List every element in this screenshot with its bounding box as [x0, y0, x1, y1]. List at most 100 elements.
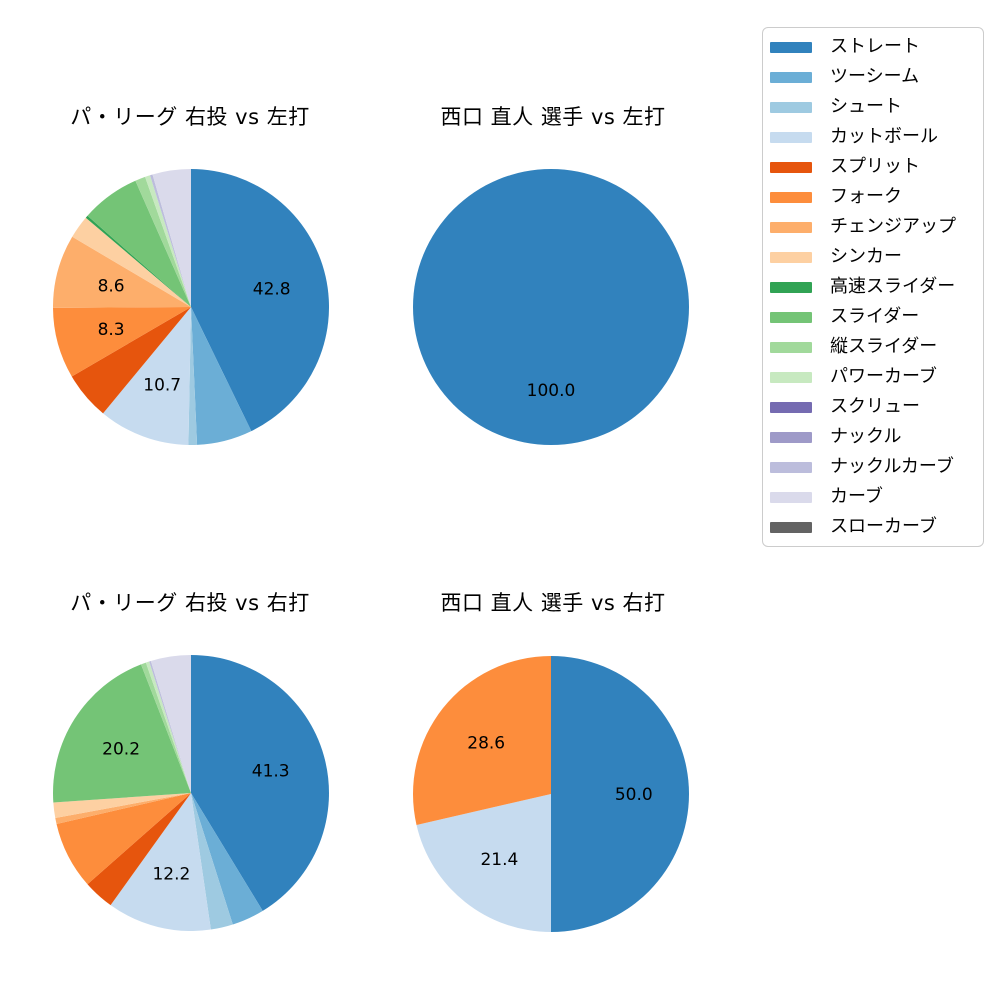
pie-slice-ナックルカーブ	[149, 660, 191, 793]
legend-label: チェンジアップ	[830, 216, 956, 237]
legend-swatch	[770, 251, 812, 263]
pie-percent-label: 8.3	[98, 320, 125, 340]
pie-slice-カーブ	[152, 169, 191, 307]
legend-item: カーブ	[770, 482, 977, 512]
legend-item: スローカーブ	[770, 512, 977, 542]
pie-percent-label: 41.3	[252, 762, 290, 782]
legend-item: シュート	[770, 92, 977, 122]
pie-slice-パワーカーブ	[145, 175, 191, 307]
pie-slice-パワーカーブ	[145, 661, 191, 793]
legend-swatch	[770, 461, 812, 473]
pie-slice-カットボール	[416, 794, 551, 932]
pie-percent-label: 12.2	[152, 864, 190, 884]
legend-label: ツーシーム	[830, 66, 920, 87]
pie-slice-ストレート	[191, 655, 329, 911]
legend-item: スプリット	[770, 152, 977, 182]
pie-percent-label: 28.6	[467, 733, 505, 753]
pie-slice-シュート	[188, 307, 198, 445]
pie-slice-スプリット	[87, 793, 191, 906]
pie-slice-カットボール	[103, 307, 191, 445]
pie-slice-ストレート	[551, 656, 689, 932]
pie-title-pa-league-right-vs-right-batter: パ・リーグ 右投 vs 右打	[70, 591, 310, 615]
legend-label: カーブ	[830, 486, 883, 507]
legend-swatch	[770, 281, 812, 293]
legend-label: 高速スライダー	[830, 276, 956, 297]
pie-percent-label: 8.6	[98, 276, 125, 296]
pie-slice-スライダー	[53, 664, 192, 803]
legend-item: 縦スライダー	[770, 332, 977, 362]
pie-percent-label: 100.0	[527, 381, 576, 401]
legend-swatch	[770, 521, 812, 533]
legend-item: 高速スライダー	[770, 272, 977, 302]
legend-swatch	[770, 41, 812, 53]
pie-slice-ナックルカーブ	[150, 174, 191, 307]
pie-title-nishiguchi-vs-left-batter: 西口 直人 選手 vs 左打	[440, 105, 666, 129]
legend-label: スクリュー	[830, 396, 920, 417]
pie-chart-nishiguchi-vs-left-batter: 100.0	[413, 169, 689, 445]
pie-slice-ストレート	[191, 169, 329, 432]
legend-label: スライダー	[830, 306, 920, 327]
pie-slice-縦スライダー	[135, 176, 191, 307]
legend: ストレートツーシームシュートカットボール スプリットフォークチェンジアップ シンカー…	[762, 27, 984, 547]
legend-swatch	[770, 131, 812, 143]
pie-percent-label: 42.8	[253, 279, 291, 299]
pie-percent-label: 50.0	[615, 785, 653, 805]
pie-slice-シンカー	[72, 217, 191, 307]
legend-item: ストレート	[770, 32, 977, 62]
legend-item: ツーシーム	[770, 62, 977, 92]
pie-chart-pa-league-right-vs-left-batter: 42.8 10.7 8.3 8.6	[53, 169, 329, 445]
legend-item: パワーカーブ	[770, 362, 977, 392]
pie-slice-高速スライダー	[85, 215, 191, 307]
legend-item: スライダー	[770, 302, 977, 332]
legend-swatch	[770, 371, 812, 383]
pie-slice-チェンジアップ	[53, 236, 191, 308]
pie-slice-縦スライダー	[141, 662, 191, 793]
legend-item: フォーク	[770, 182, 977, 212]
pie-slice-シュート	[191, 793, 233, 930]
pie-title-pa-league-right-vs-left-batter: パ・リーグ 右投 vs 左打	[70, 105, 310, 129]
legend-label: スローカーブ	[830, 516, 937, 537]
legend-swatch	[770, 101, 812, 113]
legend-swatch	[770, 491, 812, 503]
pie-slice-カットボール	[110, 793, 211, 931]
pie-slice-カーブ	[150, 655, 191, 793]
pie-slice-ツーシーム	[191, 793, 263, 925]
legend-label: ナックルカーブ	[830, 456, 954, 477]
pie-slice-スライダー	[87, 180, 191, 307]
legend-item: スクリュー	[770, 392, 977, 422]
pie-percent-label: 21.4	[480, 850, 518, 870]
pie-slice-チェンジアップ	[55, 793, 191, 824]
legend-label: ストレート	[830, 36, 920, 57]
legend-label: ナックル	[830, 426, 902, 447]
legend-item: チェンジアップ	[770, 212, 977, 242]
legend-label: フォーク	[830, 186, 902, 207]
pie-chart-pa-league-right-vs-right-batter: 41.3 12.2 20.2	[53, 655, 329, 931]
pie-slice-フォーク	[53, 307, 191, 377]
legend-label: カットボール	[830, 126, 938, 147]
legend-item: ナックルカーブ	[770, 452, 977, 482]
legend-item: シンカー	[770, 242, 977, 272]
legend-swatch	[770, 401, 812, 413]
pie-slice-スプリット	[71, 307, 191, 414]
pie-percent-label: 10.7	[143, 376, 181, 396]
legend-swatch	[770, 191, 812, 203]
legend-label: 縦スライダー	[830, 336, 938, 357]
legend-item: ナックル	[770, 422, 977, 452]
legend-swatch	[770, 221, 812, 233]
pie-slice-シンカー	[53, 793, 191, 819]
legend-label: スプリット	[830, 156, 920, 177]
pie-percent-label: 20.2	[102, 740, 140, 760]
legend-label: シンカー	[830, 246, 902, 267]
legend-swatch	[770, 431, 812, 443]
pie-chart-nishiguchi-vs-right-batter: 50.0 21.4 28.6	[413, 656, 689, 932]
legend-swatch	[770, 71, 812, 83]
legend-swatch	[770, 341, 812, 353]
legend-swatch	[770, 161, 812, 173]
legend-label: シュート	[830, 96, 902, 117]
pie-slice-ストレート	[413, 169, 689, 445]
pie-slice-フォーク	[56, 793, 191, 885]
pie-title-nishiguchi-vs-right-batter: 西口 直人 選手 vs 右打	[440, 591, 666, 615]
pie-slice-フォーク	[413, 656, 551, 825]
legend-item: カットボール	[770, 122, 977, 152]
